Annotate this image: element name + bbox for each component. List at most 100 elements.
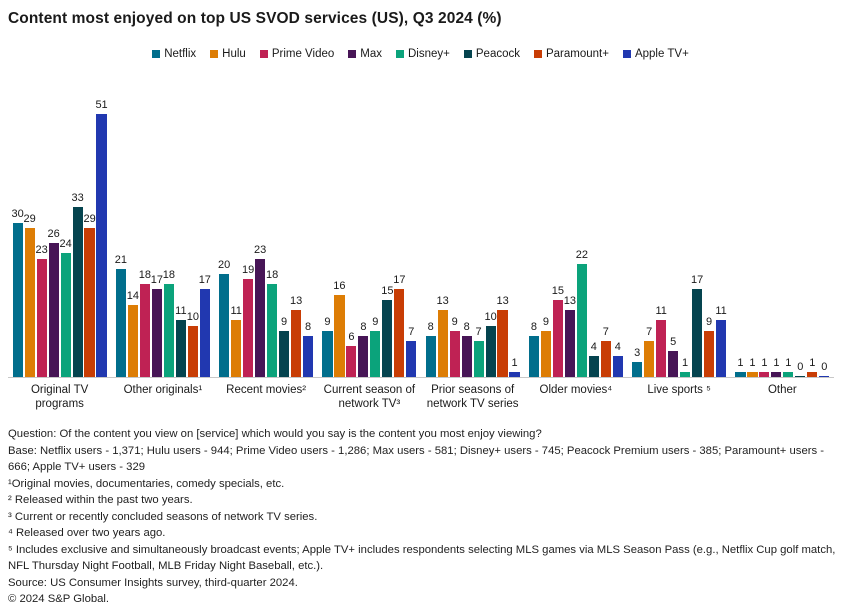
bar-paramount- bbox=[807, 371, 818, 377]
bar-paramount- bbox=[600, 340, 611, 377]
legend-swatch-icon bbox=[622, 50, 631, 58]
bar-max bbox=[255, 258, 266, 377]
bar-value-label: 1 bbox=[749, 356, 756, 369]
bar-disney- bbox=[783, 371, 794, 377]
bar-wrap: 8 bbox=[425, 96, 436, 377]
bar-wrap: 11 bbox=[230, 96, 242, 377]
legend-label: Peacock bbox=[475, 48, 520, 60]
bar-hulu bbox=[437, 310, 448, 377]
bar-wrap: 13 bbox=[437, 96, 449, 377]
bar-value-label: 7 bbox=[408, 325, 415, 338]
bar-value-label: 29 bbox=[83, 212, 96, 225]
bar-apple-tv- bbox=[199, 289, 210, 377]
bar-wrap: 17 bbox=[198, 96, 211, 377]
bar-peacock bbox=[692, 289, 703, 377]
bar-value-label: 13 bbox=[563, 295, 576, 308]
bar-value-label: 5 bbox=[670, 336, 677, 349]
bar-max bbox=[668, 351, 679, 377]
bar-value-label: 11 bbox=[175, 305, 187, 318]
bar-peacock bbox=[485, 325, 496, 377]
legend-label: Apple TV+ bbox=[634, 48, 689, 60]
bar-wrap: 3 bbox=[632, 96, 643, 377]
bar-wrap: 23 bbox=[254, 96, 266, 377]
x-axis-label: Current season of network TV³ bbox=[323, 384, 416, 410]
bar-wrap: 17 bbox=[691, 96, 703, 377]
bar-wrap: 20 bbox=[218, 96, 230, 377]
bar-wrap: 23 bbox=[35, 96, 48, 377]
bar-value-label: 7 bbox=[646, 325, 653, 338]
x-axis-label: Other originals¹ bbox=[123, 384, 203, 396]
bar-wrap: 11 bbox=[175, 96, 187, 377]
bar-netflix bbox=[632, 361, 643, 377]
bar-prime-video bbox=[346, 346, 357, 377]
bar-value-label: 21 bbox=[114, 253, 128, 266]
bar-paramount- bbox=[497, 310, 508, 377]
bar-hulu bbox=[24, 227, 35, 377]
bar-wrap: 0 bbox=[795, 96, 806, 377]
bar-wrap: 1 bbox=[509, 96, 520, 377]
legend-label: Disney+ bbox=[408, 48, 450, 60]
bar-group-3: 20 11 19 23 18 9 13 8 bbox=[215, 96, 318, 377]
bar-value-label: 0 bbox=[797, 360, 804, 373]
bar-wrap: 1 bbox=[759, 96, 770, 377]
bar-disney- bbox=[370, 330, 381, 377]
bar-value-label: 51 bbox=[95, 99, 108, 112]
bar-value-label: 7 bbox=[475, 325, 482, 338]
legend-swatch-icon bbox=[210, 50, 219, 58]
bar-value-label: 8 bbox=[463, 320, 470, 333]
bar-paramount- bbox=[394, 289, 405, 377]
bar-value-label: 23 bbox=[35, 243, 48, 256]
bar-wrap: 9 bbox=[540, 96, 551, 377]
bar-hulu bbox=[334, 294, 345, 377]
bar-value-label: 4 bbox=[590, 341, 597, 354]
footnote-2: ² Released within the past two years. bbox=[8, 494, 193, 506]
legend-label: Max bbox=[360, 48, 382, 60]
x-axis-label: Prior seasons of network TV series bbox=[426, 384, 519, 410]
bar-max bbox=[461, 335, 472, 377]
bar-wrap: 9 bbox=[279, 96, 290, 377]
bar-hulu bbox=[747, 371, 758, 377]
bar-value-label: 6 bbox=[348, 331, 355, 344]
bar-paramount- bbox=[703, 330, 715, 377]
bar-prime-video bbox=[36, 258, 47, 377]
bar-value-label: 7 bbox=[602, 325, 609, 338]
bar-wrap: 29 bbox=[23, 96, 36, 377]
bar-disney- bbox=[680, 371, 691, 377]
bar-wrap: 8 bbox=[358, 96, 369, 377]
bar-value-label: 29 bbox=[23, 212, 36, 225]
bar-prime-video bbox=[552, 299, 563, 377]
bar-wrap: 13 bbox=[563, 96, 576, 377]
bar-wrap: 21 bbox=[114, 96, 128, 377]
bar-peacock bbox=[795, 375, 806, 377]
legend-swatch-icon bbox=[259, 50, 268, 58]
bar-value-label: 8 bbox=[427, 320, 434, 333]
bar-max bbox=[151, 289, 162, 377]
bar-value-label: 1 bbox=[511, 356, 518, 369]
bar-wrap: 13 bbox=[496, 96, 509, 377]
bar-value-label: 8 bbox=[360, 320, 367, 333]
bar-hulu bbox=[644, 340, 655, 377]
bar-value-label: 3 bbox=[634, 346, 641, 359]
footnotes-block: Question: Of the content you view on [se… bbox=[8, 426, 836, 606]
bar-hulu bbox=[127, 304, 138, 377]
bar-value-label: 17 bbox=[150, 274, 163, 287]
bar-wrap: 22 bbox=[576, 96, 588, 377]
bar-value-label: 17 bbox=[198, 274, 211, 287]
bar-value-label: 9 bbox=[281, 315, 288, 328]
x-axis-label: Recent movies² bbox=[226, 384, 307, 396]
legend-item-paramount-: Paramount+ bbox=[533, 48, 609, 60]
bar-value-label: 15 bbox=[551, 284, 565, 297]
bar-peacock bbox=[382, 299, 393, 377]
bar-wrap: 15 bbox=[381, 96, 393, 377]
bar-apple-tv- bbox=[715, 320, 727, 377]
bar-wrap: 13 bbox=[290, 96, 302, 377]
legend-item-max: Max bbox=[348, 48, 382, 60]
legend-swatch-icon bbox=[396, 50, 404, 58]
bar-wrap: 1 bbox=[771, 96, 782, 377]
bar-wrap: 18 bbox=[163, 96, 175, 377]
chart-legend: Netflix Hulu Prime Video Max Disney+ Peacock P… bbox=[0, 48, 841, 60]
bar-paramount- bbox=[290, 310, 302, 377]
bar-prime-video bbox=[449, 330, 460, 377]
bar-value-label: 1 bbox=[682, 356, 689, 369]
legend-item-prime-video: Prime Video bbox=[259, 48, 334, 60]
